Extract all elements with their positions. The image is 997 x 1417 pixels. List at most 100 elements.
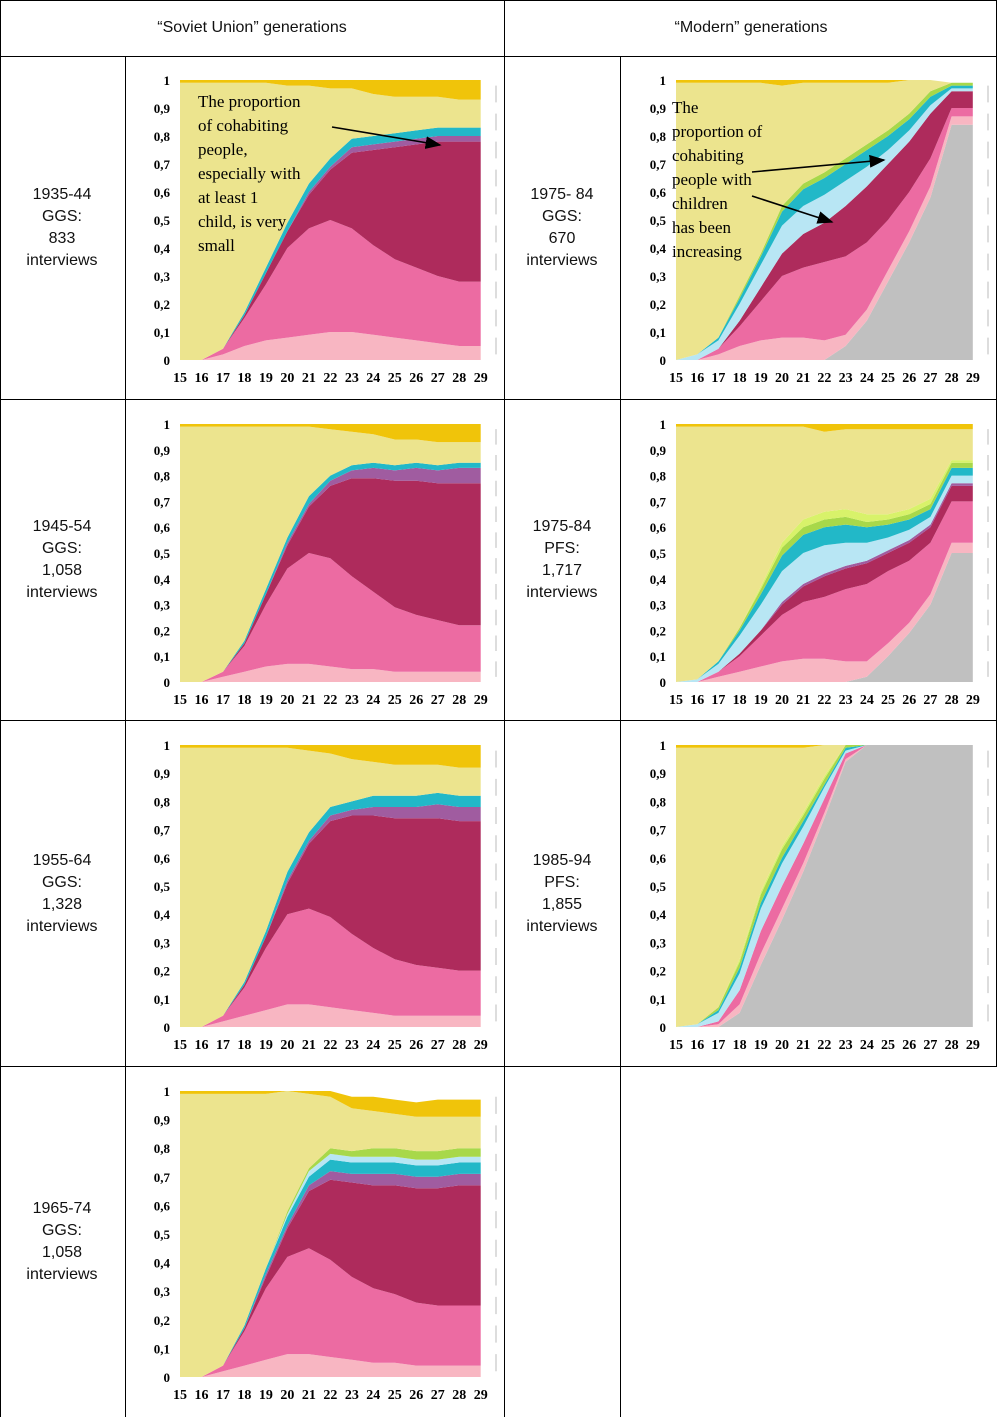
area-maroon — [676, 485, 973, 682]
x-tick-label: 26 — [409, 1038, 423, 1053]
y-tick-label: 0,3 — [154, 598, 171, 613]
chart-1965-74: 0 0,1 0,2 0,3 0,4 0,5 0,6 0,7 0,8 0,9 1 15 16 17 18 19 2… — [154, 1084, 497, 1403]
y-tick-label: 0,8 — [650, 129, 667, 144]
x-tick-label: 22 — [323, 1388, 337, 1403]
area-single — [676, 745, 973, 1027]
x-tick-label: 23 — [345, 1038, 359, 1053]
y-tick-label: 0,7 — [650, 494, 667, 509]
header-soviet: “Soviet Union” generations — [157, 19, 347, 36]
x-tick-label: 17 — [216, 693, 230, 708]
x-tick-label: 23 — [839, 693, 853, 708]
y-tick-label: 0,6 — [154, 851, 171, 866]
y-tick-label: 0,3 — [154, 269, 171, 284]
x-tick-label: 25 — [388, 1038, 402, 1053]
x-tick-label: 20 — [775, 693, 789, 708]
area-single — [180, 426, 481, 682]
y-tick-label: 0,8 — [154, 1141, 171, 1156]
area-maroon — [676, 91, 973, 360]
x-tick-label: 29 — [474, 371, 488, 386]
x-tick-label: 24 — [366, 1388, 380, 1403]
y-tick-label: 0,9 — [650, 101, 667, 116]
y-tick-label: 0 — [660, 1020, 667, 1035]
y-tick-label: 0,5 — [154, 879, 171, 894]
area-light_pink — [180, 1354, 481, 1377]
area-pink — [180, 220, 481, 360]
y-tick-label: 0,4 — [650, 907, 667, 922]
x-tick-label: 22 — [817, 371, 831, 386]
x-tick-label: 24 — [366, 371, 380, 386]
y-tick-label: 0,1 — [154, 1341, 170, 1356]
x-tick-label: 21 — [796, 693, 810, 708]
y-tick-label: 0,1 — [154, 649, 170, 664]
row-label-1975-ggs: 1975- 84 GGS: 670 interviews — [526, 185, 598, 269]
area-maroon — [180, 141, 481, 360]
x-tick-label: 27 — [923, 1038, 937, 1053]
area-single — [676, 80, 973, 360]
y-tick-label: 0,5 — [154, 1227, 171, 1242]
x-tick-label: 18 — [733, 371, 747, 386]
x-tick-label: 28 — [452, 1388, 466, 1403]
x-tick-label: 22 — [817, 693, 831, 708]
y-tick-label: 0,1 — [154, 325, 170, 340]
y-tick-label: 0,5 — [154, 546, 171, 561]
table-row-line-3 — [0, 720, 997, 721]
table-border-top — [0, 0, 997, 1]
x-tick-label: 18 — [733, 1038, 747, 1053]
y-tick-label: 0,8 — [650, 794, 667, 809]
x-tick-label: 19 — [259, 371, 273, 386]
y-tick-label: 0,6 — [650, 185, 667, 200]
y-tick-label: 0,5 — [650, 546, 667, 561]
area-lime — [676, 460, 973, 682]
arrow-modern-1 — [751, 154, 886, 173]
y-tick-label: 0,2 — [154, 964, 170, 979]
x-tick-label: 25 — [881, 371, 895, 386]
chart-1975-84-pfs: 0 0,1 0,2 0,3 0,4 0,5 0,6 0,7 0,8 0,9 1 15 16 17 18 19 2… — [650, 417, 989, 708]
y-tick-label: 1 — [660, 417, 667, 432]
table-divider-middle — [504, 0, 505, 1417]
x-tick-label: 19 — [259, 1388, 273, 1403]
arrow-soviet — [331, 126, 442, 149]
y-tick-label: 0,4 — [154, 1256, 171, 1271]
area-top — [676, 424, 973, 432]
area-single — [180, 82, 481, 361]
x-tick-label: 28 — [452, 371, 466, 386]
x-tick-label: 16 — [194, 693, 208, 708]
area-grey — [676, 124, 973, 360]
y-tick-label: 0,8 — [154, 469, 171, 484]
y-tick-label: 0,5 — [650, 879, 667, 894]
x-tick-label: 15 — [173, 693, 187, 708]
y-tick-label: 0,2 — [650, 964, 666, 979]
y-tick-label: 1 — [164, 738, 171, 753]
y-tick-label: 0,5 — [650, 213, 667, 228]
x-tick-label: 15 — [669, 1038, 683, 1053]
x-tick-label: 17 — [711, 1038, 725, 1053]
arrow-modern-2 — [751, 195, 834, 224]
x-tick-label: 20 — [775, 1038, 789, 1053]
x-tick-label: 24 — [366, 693, 380, 708]
row-label-1935: 1935-44 GGS: 833 interviews — [26, 185, 98, 269]
table-border-left — [0, 0, 1, 1417]
area-maroon — [180, 1179, 481, 1377]
x-tick-label: 25 — [388, 371, 402, 386]
y-tick-label: 0,4 — [154, 241, 171, 256]
y-tick-label: 1 — [660, 738, 667, 753]
x-tick-label: 15 — [669, 371, 683, 386]
y-tick-label: 1 — [660, 73, 667, 88]
row-label-1985-pfs: 1985-94 PFS: 1,855 interviews — [526, 851, 598, 935]
y-tick-label: 0,9 — [154, 443, 171, 458]
y-tick-label: 0,3 — [650, 269, 667, 284]
y-tick-label: 0,6 — [650, 520, 667, 535]
x-tick-label: 18 — [733, 693, 747, 708]
table-divider-label-right — [620, 56, 621, 1417]
x-tick-label: 28 — [945, 693, 959, 708]
area-grey — [676, 553, 973, 682]
x-tick-label: 29 — [966, 693, 980, 708]
y-tick-label: 1 — [164, 417, 171, 432]
y-tick-label: 0,9 — [154, 766, 171, 781]
y-tick-label: 0 — [164, 675, 171, 690]
x-tick-label: 19 — [259, 693, 273, 708]
x-tick-label: 19 — [754, 693, 768, 708]
x-tick-label: 15 — [669, 693, 683, 708]
area-maroon — [180, 815, 481, 1027]
